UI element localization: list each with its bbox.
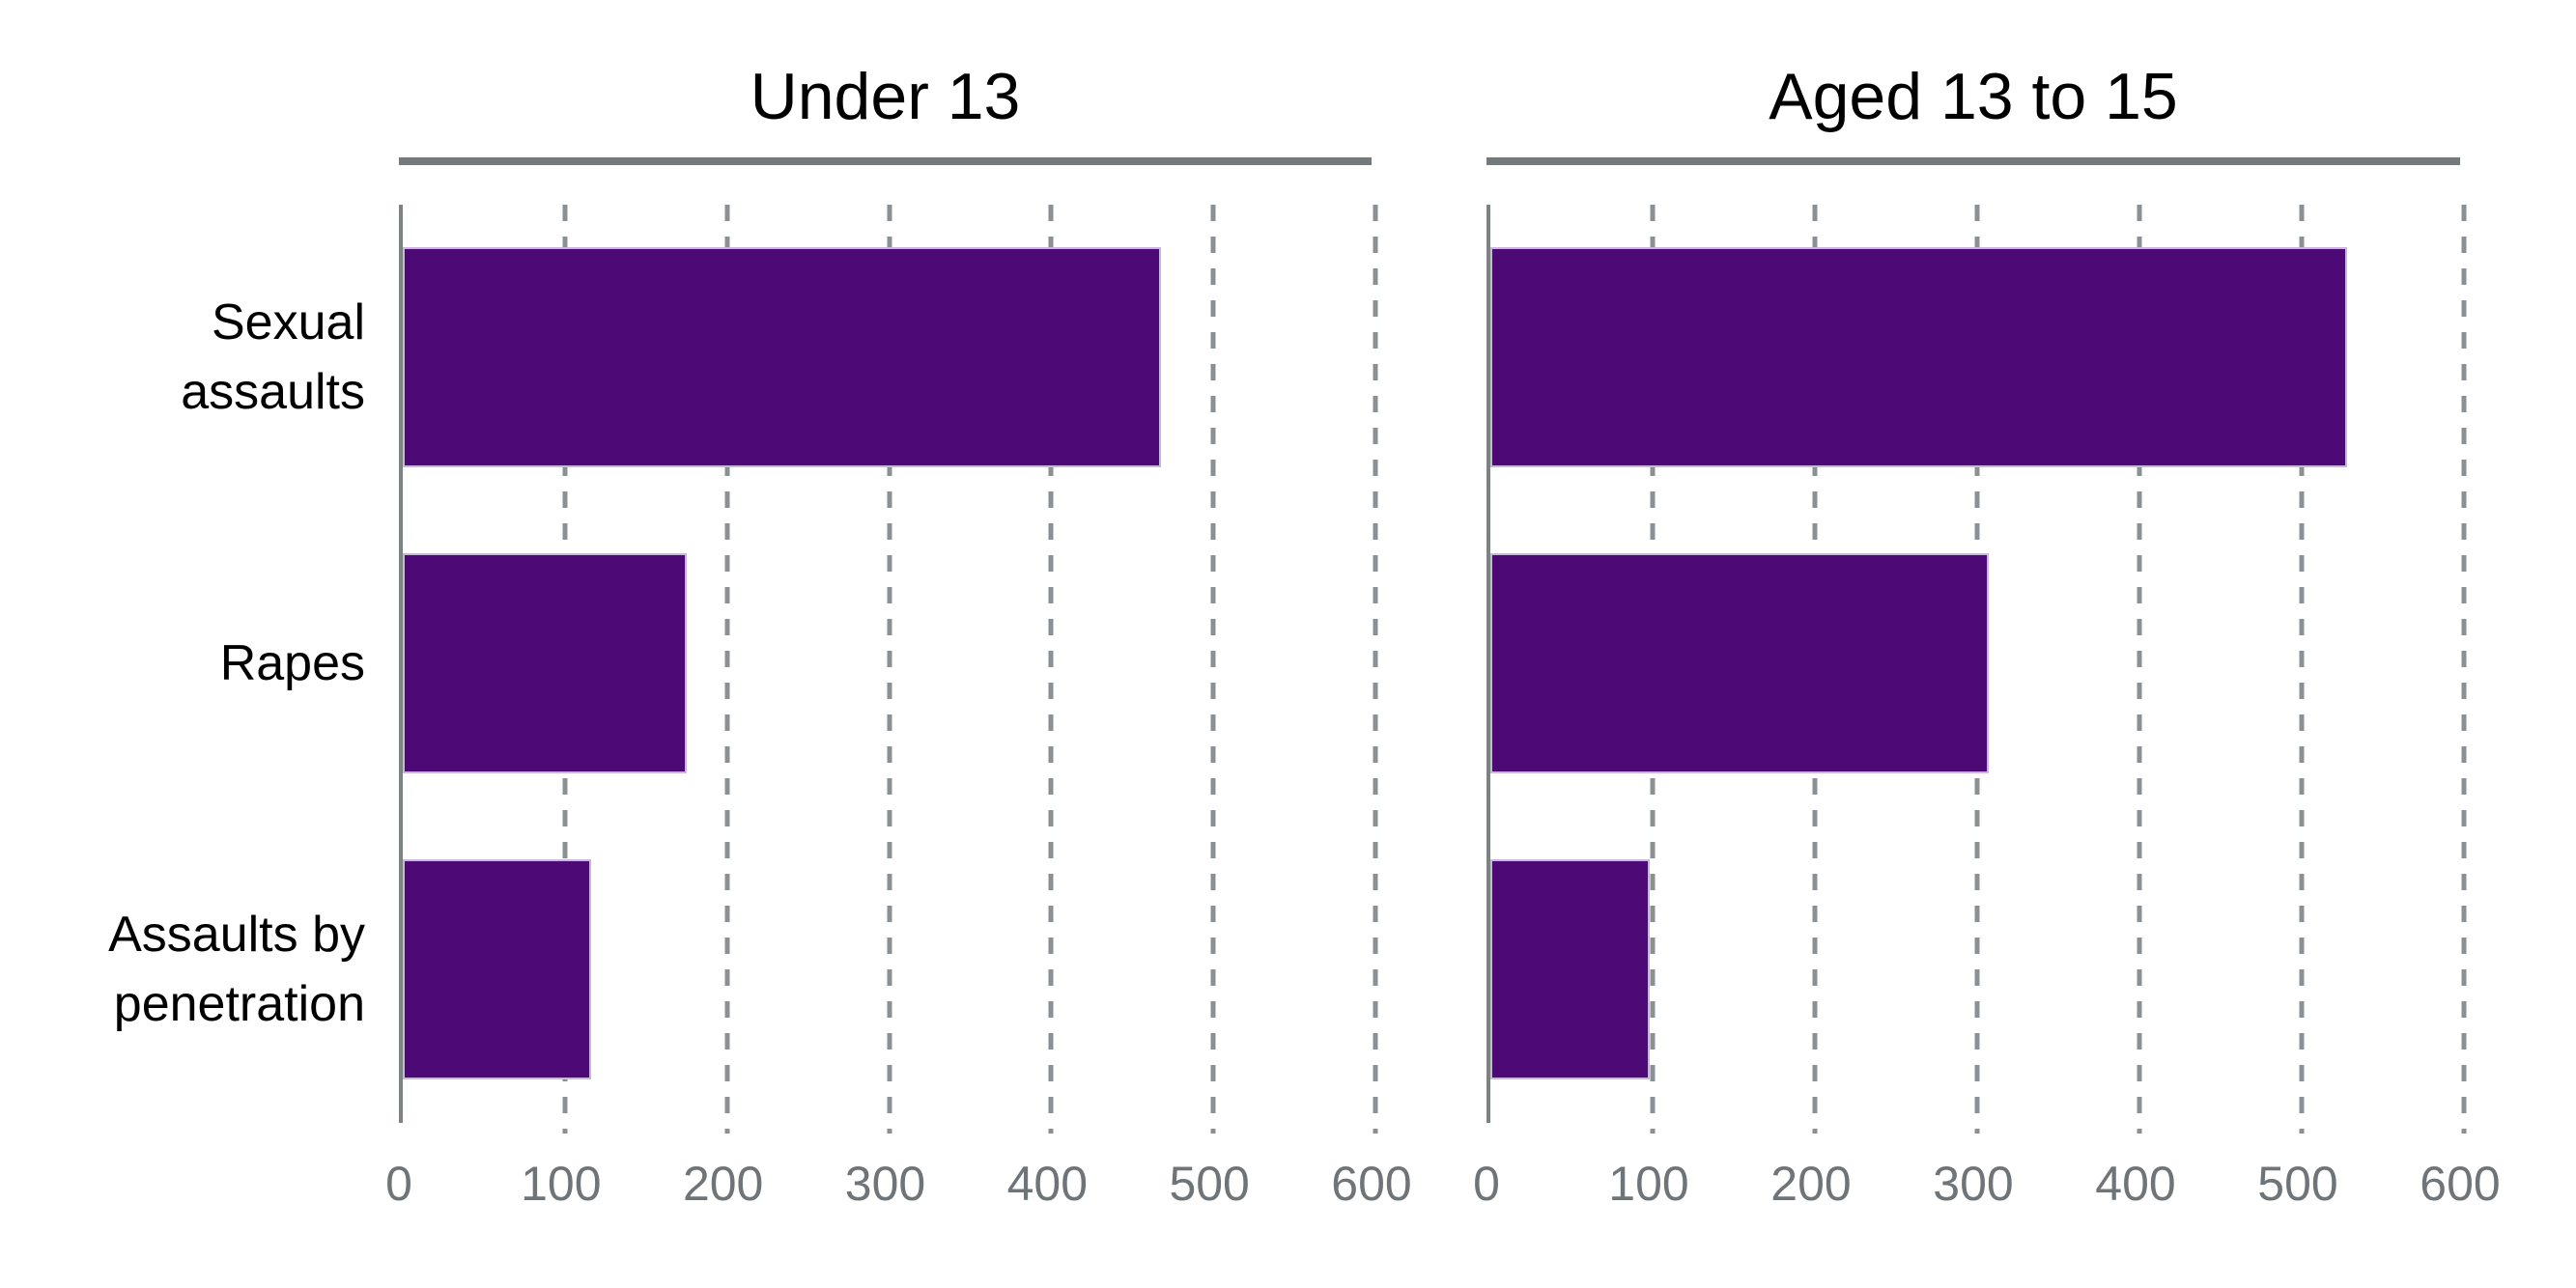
panel-title-rule (399, 157, 1372, 165)
panel-under-13: Under 13 0 100 200 300 400 500 600 (385, 0, 1412, 1288)
x-tick-label-500: 500 (2257, 1157, 2338, 1211)
bar-under-13-assaults-by-penetration (403, 859, 591, 1079)
x-tick-label-500: 500 (1169, 1157, 1250, 1211)
gridline-x600 (2461, 205, 2467, 1134)
x-tick-label-0: 0 (385, 1157, 412, 1211)
category-label-rapes: Rapes (219, 634, 365, 691)
x-tick-label-0: 0 (1473, 1157, 1500, 1211)
plot-area (1486, 205, 2467, 1134)
plot-area (399, 205, 1378, 1134)
panel-title-rule (1486, 157, 2460, 165)
gridline-x400 (1048, 205, 1054, 1134)
bar-aged-13-to-15-sexual-assaults (1490, 247, 2348, 467)
x-tick-label-300: 300 (1933, 1157, 2014, 1211)
gridline-x600 (1373, 205, 1378, 1134)
category-label-row: Assaults by penetration (0, 817, 365, 1123)
x-tick-label-200: 200 (1770, 1157, 1852, 1211)
x-tick-label-600: 600 (1331, 1157, 1412, 1211)
category-label-row: Rapes (0, 511, 365, 817)
panel-aged-13-to-15: Aged 13 to 15 0 100 200 300 400 500 600 (1473, 0, 2501, 1288)
bar-aged-13-to-15-assaults-by-penetration (1490, 859, 1650, 1079)
gridline-x200 (724, 205, 730, 1134)
gridline-x500 (2299, 205, 2305, 1134)
x-tick-label-200: 200 (682, 1157, 764, 1211)
gridline-x300 (887, 205, 892, 1134)
category-axis-labels: Sexual assaults Rapes Assaults by penetrat… (0, 205, 365, 1123)
category-label-assaults-by-penetration: Assaults by penetration (108, 906, 365, 1032)
x-tick-label-300: 300 (844, 1157, 926, 1211)
x-tick-label-100: 100 (1608, 1157, 1689, 1211)
gridline-x400 (2137, 205, 2142, 1134)
bar-aged-13-to-15-rapes (1490, 553, 1989, 773)
category-label-sexual-assaults: Sexual assaults (181, 294, 365, 420)
x-tick-label-400: 400 (2095, 1157, 2176, 1211)
gridline-x500 (1210, 205, 1216, 1134)
panel-title: Aged 13 to 15 (1769, 60, 2178, 133)
x-tick-label-600: 600 (2420, 1157, 2501, 1211)
panel-title: Under 13 (750, 60, 1021, 133)
x-tick-label-400: 400 (1006, 1157, 1089, 1211)
bar-under-13-rapes (403, 553, 687, 773)
bar-under-13-sexual-assaults (403, 247, 1162, 467)
x-tick-label-100: 100 (521, 1157, 602, 1211)
category-label-row: Sexual assaults (0, 205, 365, 511)
